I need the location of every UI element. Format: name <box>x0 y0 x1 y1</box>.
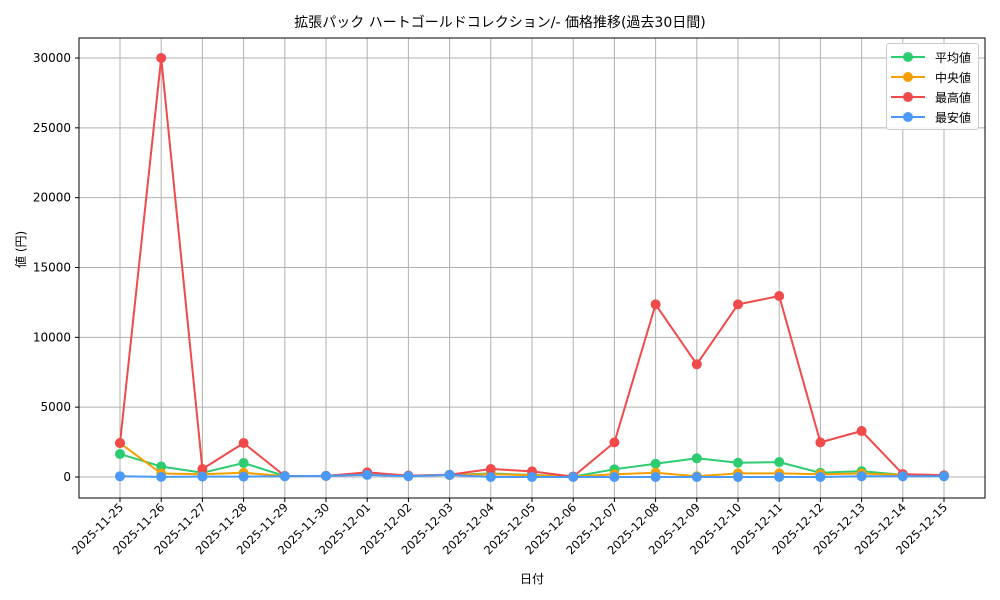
data-point <box>939 471 949 482</box>
data-point <box>774 290 785 301</box>
data-point <box>733 472 743 482</box>
data-point <box>279 471 290 482</box>
data-point <box>238 438 249 449</box>
svg-text:10000: 10000 <box>33 330 71 344</box>
legend-item-2: 最高値 <box>887 87 978 107</box>
svg-text:15000: 15000 <box>33 261 71 275</box>
svg-text:20000: 20000 <box>33 191 71 205</box>
grid <box>79 38 985 498</box>
legend-marker-icon <box>891 71 925 83</box>
data-point <box>609 437 620 448</box>
legend: 平均値中央値最高値最安値 <box>886 43 979 130</box>
y-axis-label: 値 (円) <box>14 230 28 268</box>
x-axis-ticks: 2025-11-252025-11-262025-11-272025-11-28… <box>69 498 950 557</box>
data-point <box>156 461 167 472</box>
data-point <box>609 472 620 482</box>
data-point <box>733 299 743 310</box>
data-point <box>815 437 826 448</box>
data-point <box>774 457 785 468</box>
legend-marker-icon <box>891 91 925 103</box>
data-point <box>238 458 249 469</box>
data-point <box>115 471 125 482</box>
data-point <box>815 472 826 482</box>
data-point <box>115 438 125 449</box>
legend-item-0: 平均値 <box>887 47 978 67</box>
legend-marker-icon <box>891 111 925 123</box>
data-point <box>238 471 249 482</box>
data-point <box>733 457 743 468</box>
data-point <box>568 472 579 482</box>
data-point <box>156 53 167 63</box>
x-axis-label: 日付 <box>519 572 544 586</box>
data-point <box>650 299 661 310</box>
legend-item-1: 中央値 <box>887 67 978 87</box>
svg-text:30000: 30000 <box>33 51 71 65</box>
data-point <box>691 359 702 370</box>
chart-title: 拡張パック ハートゴールドコレクション/- 価格推移(過去30日間) <box>294 15 706 31</box>
data-point <box>856 426 867 437</box>
data-point <box>197 471 208 482</box>
data-point <box>527 472 537 482</box>
data-point <box>115 448 125 459</box>
data-point <box>774 472 785 482</box>
svg-text:0: 0 <box>63 470 71 484</box>
series-line-2 <box>115 53 949 482</box>
data-point <box>321 470 331 481</box>
legend-label: 最高値 <box>935 90 972 105</box>
data-point <box>485 472 496 482</box>
data-point <box>403 471 414 482</box>
data-point <box>444 469 455 480</box>
legend-item-3: 最安値 <box>887 107 978 127</box>
legend-label: 中央値 <box>935 70 972 85</box>
data-point <box>485 464 496 475</box>
legend-label: 最安値 <box>935 110 972 125</box>
data-point <box>197 464 208 475</box>
legend-marker-icon <box>891 51 925 63</box>
data-point <box>156 471 167 482</box>
svg-text:5000: 5000 <box>40 400 71 414</box>
data-point <box>650 458 661 469</box>
legend-label: 平均値 <box>935 50 972 65</box>
series-line-3 <box>115 469 949 482</box>
data-point <box>897 471 908 482</box>
data-point <box>362 469 373 480</box>
data-point <box>691 453 702 464</box>
data-point <box>856 471 867 482</box>
y-axis-ticks: 0 5000 10000 15000 20000 25000 30000 <box>33 51 79 484</box>
svg-text:25000: 25000 <box>33 121 71 135</box>
data-point <box>691 472 702 482</box>
data-point <box>650 472 661 482</box>
